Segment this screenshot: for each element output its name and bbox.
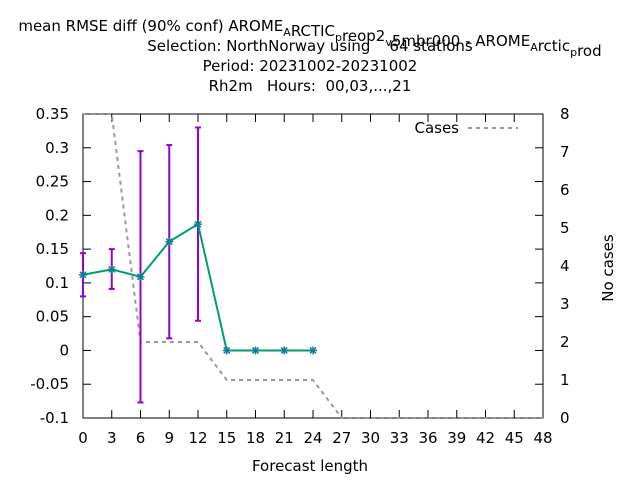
title-line-2: Selection: NorthNorway using 64 stations: [147, 37, 473, 55]
y2-tick-label: 0: [560, 409, 570, 427]
x-tick-label: 36: [418, 429, 437, 447]
data-point-marker: [222, 346, 231, 355]
cases-series: [83, 113, 543, 419]
y2-tick-label: 1: [560, 371, 570, 389]
y-tick-label: 0.15: [36, 240, 69, 258]
data-point-marker: [309, 346, 317, 355]
y2-axis-ticks: 0 1 2 3 4 5 6 7 8: [560, 105, 570, 427]
cases-line: [83, 113, 543, 419]
y-tick-label: 0.3: [45, 139, 69, 157]
y-tick-label: 0.1: [45, 274, 69, 292]
data-point-marker: [194, 220, 202, 229]
x-axis-ticks: 0 3 6 9 12 15 18 21 24 27 30 33 36 39 42 45 48: [78, 114, 553, 447]
y2-tick-label: 4: [560, 257, 570, 275]
marker-stroke: [79, 271, 87, 279]
y2-tick-label: 7: [560, 143, 570, 161]
y-tick-label: 0.25: [36, 173, 69, 191]
marker-stroke: [165, 238, 173, 246]
plot-frame: [82, 113, 544, 419]
y2-tick-label: 2: [560, 333, 570, 351]
marker-stroke: [280, 346, 288, 354]
x-tick-label: 24: [303, 429, 322, 447]
x-tick-label: 30: [361, 429, 380, 447]
x-tick-label: 18: [246, 429, 265, 447]
data-point-marker: [79, 270, 87, 279]
y-tick-label: 0.35: [36, 105, 69, 123]
y-tick-label: 0.05: [36, 308, 69, 326]
marker-stroke: [251, 346, 260, 354]
data-point-marker: [136, 272, 145, 281]
chart-title: mean RMSE diff (90% conf) AROMEARCTICpre…: [18, 17, 601, 95]
x-tick-label: 42: [476, 429, 495, 447]
x-tick-label: 39: [447, 429, 466, 447]
marker-stroke: [223, 346, 231, 354]
x-tick-label: 33: [390, 429, 409, 447]
y-tick-label: 0: [59, 341, 69, 359]
x-tick-label: 9: [164, 429, 174, 447]
data-point-marker: [251, 346, 260, 355]
marker-stroke: [108, 265, 116, 273]
title-line-1: mean RMSE diff (90% conf) AROMEARCTICpre…: [18, 17, 601, 60]
y2-tick-label: 5: [560, 219, 570, 237]
marker-stroke: [194, 220, 202, 228]
x-tick-label: 21: [275, 429, 294, 447]
x-tick-label: 6: [136, 429, 146, 447]
title-line-3: Period: 20231002-20231002: [203, 57, 418, 75]
x-tick-label: 48: [533, 429, 552, 447]
marker-stroke: [309, 346, 317, 354]
x-tick-label: 12: [188, 429, 207, 447]
error-bars: [80, 126, 201, 404]
data-point-marker: [107, 265, 116, 274]
legend-label: Cases: [414, 119, 459, 137]
title-line-4: Rh2m Hours: 00,03,...,21: [209, 77, 412, 95]
y2-axis-label: No cases: [599, 234, 617, 302]
y-axis-ticks: -0.1 -0.05 0 0.05 0.1 0.15 0.2 0.25 0.3 0.35: [30, 105, 543, 427]
x-tick-label: 45: [505, 429, 524, 447]
legend: Cases: [414, 119, 518, 137]
y2-tick-label: 6: [560, 181, 570, 199]
y-tick-label: -0.1: [40, 409, 69, 427]
y-tick-label: 0.2: [45, 206, 69, 224]
x-tick-label: 15: [217, 429, 236, 447]
data-point-marker: [280, 346, 289, 355]
y-tick-label: -0.05: [30, 375, 69, 393]
marker-stroke: [136, 273, 145, 281]
x-tick-label: 27: [332, 429, 351, 447]
y2-tick-label: 8: [560, 105, 570, 123]
plot-border: [82, 113, 544, 419]
y2-tick-label: 3: [560, 295, 570, 313]
rmse-diff-series: [79, 220, 317, 355]
x-tick-label: 0: [78, 429, 88, 447]
x-tick-label: 3: [107, 429, 117, 447]
x-axis-label: Forecast length: [252, 457, 368, 475]
data-point-marker: [165, 237, 174, 246]
